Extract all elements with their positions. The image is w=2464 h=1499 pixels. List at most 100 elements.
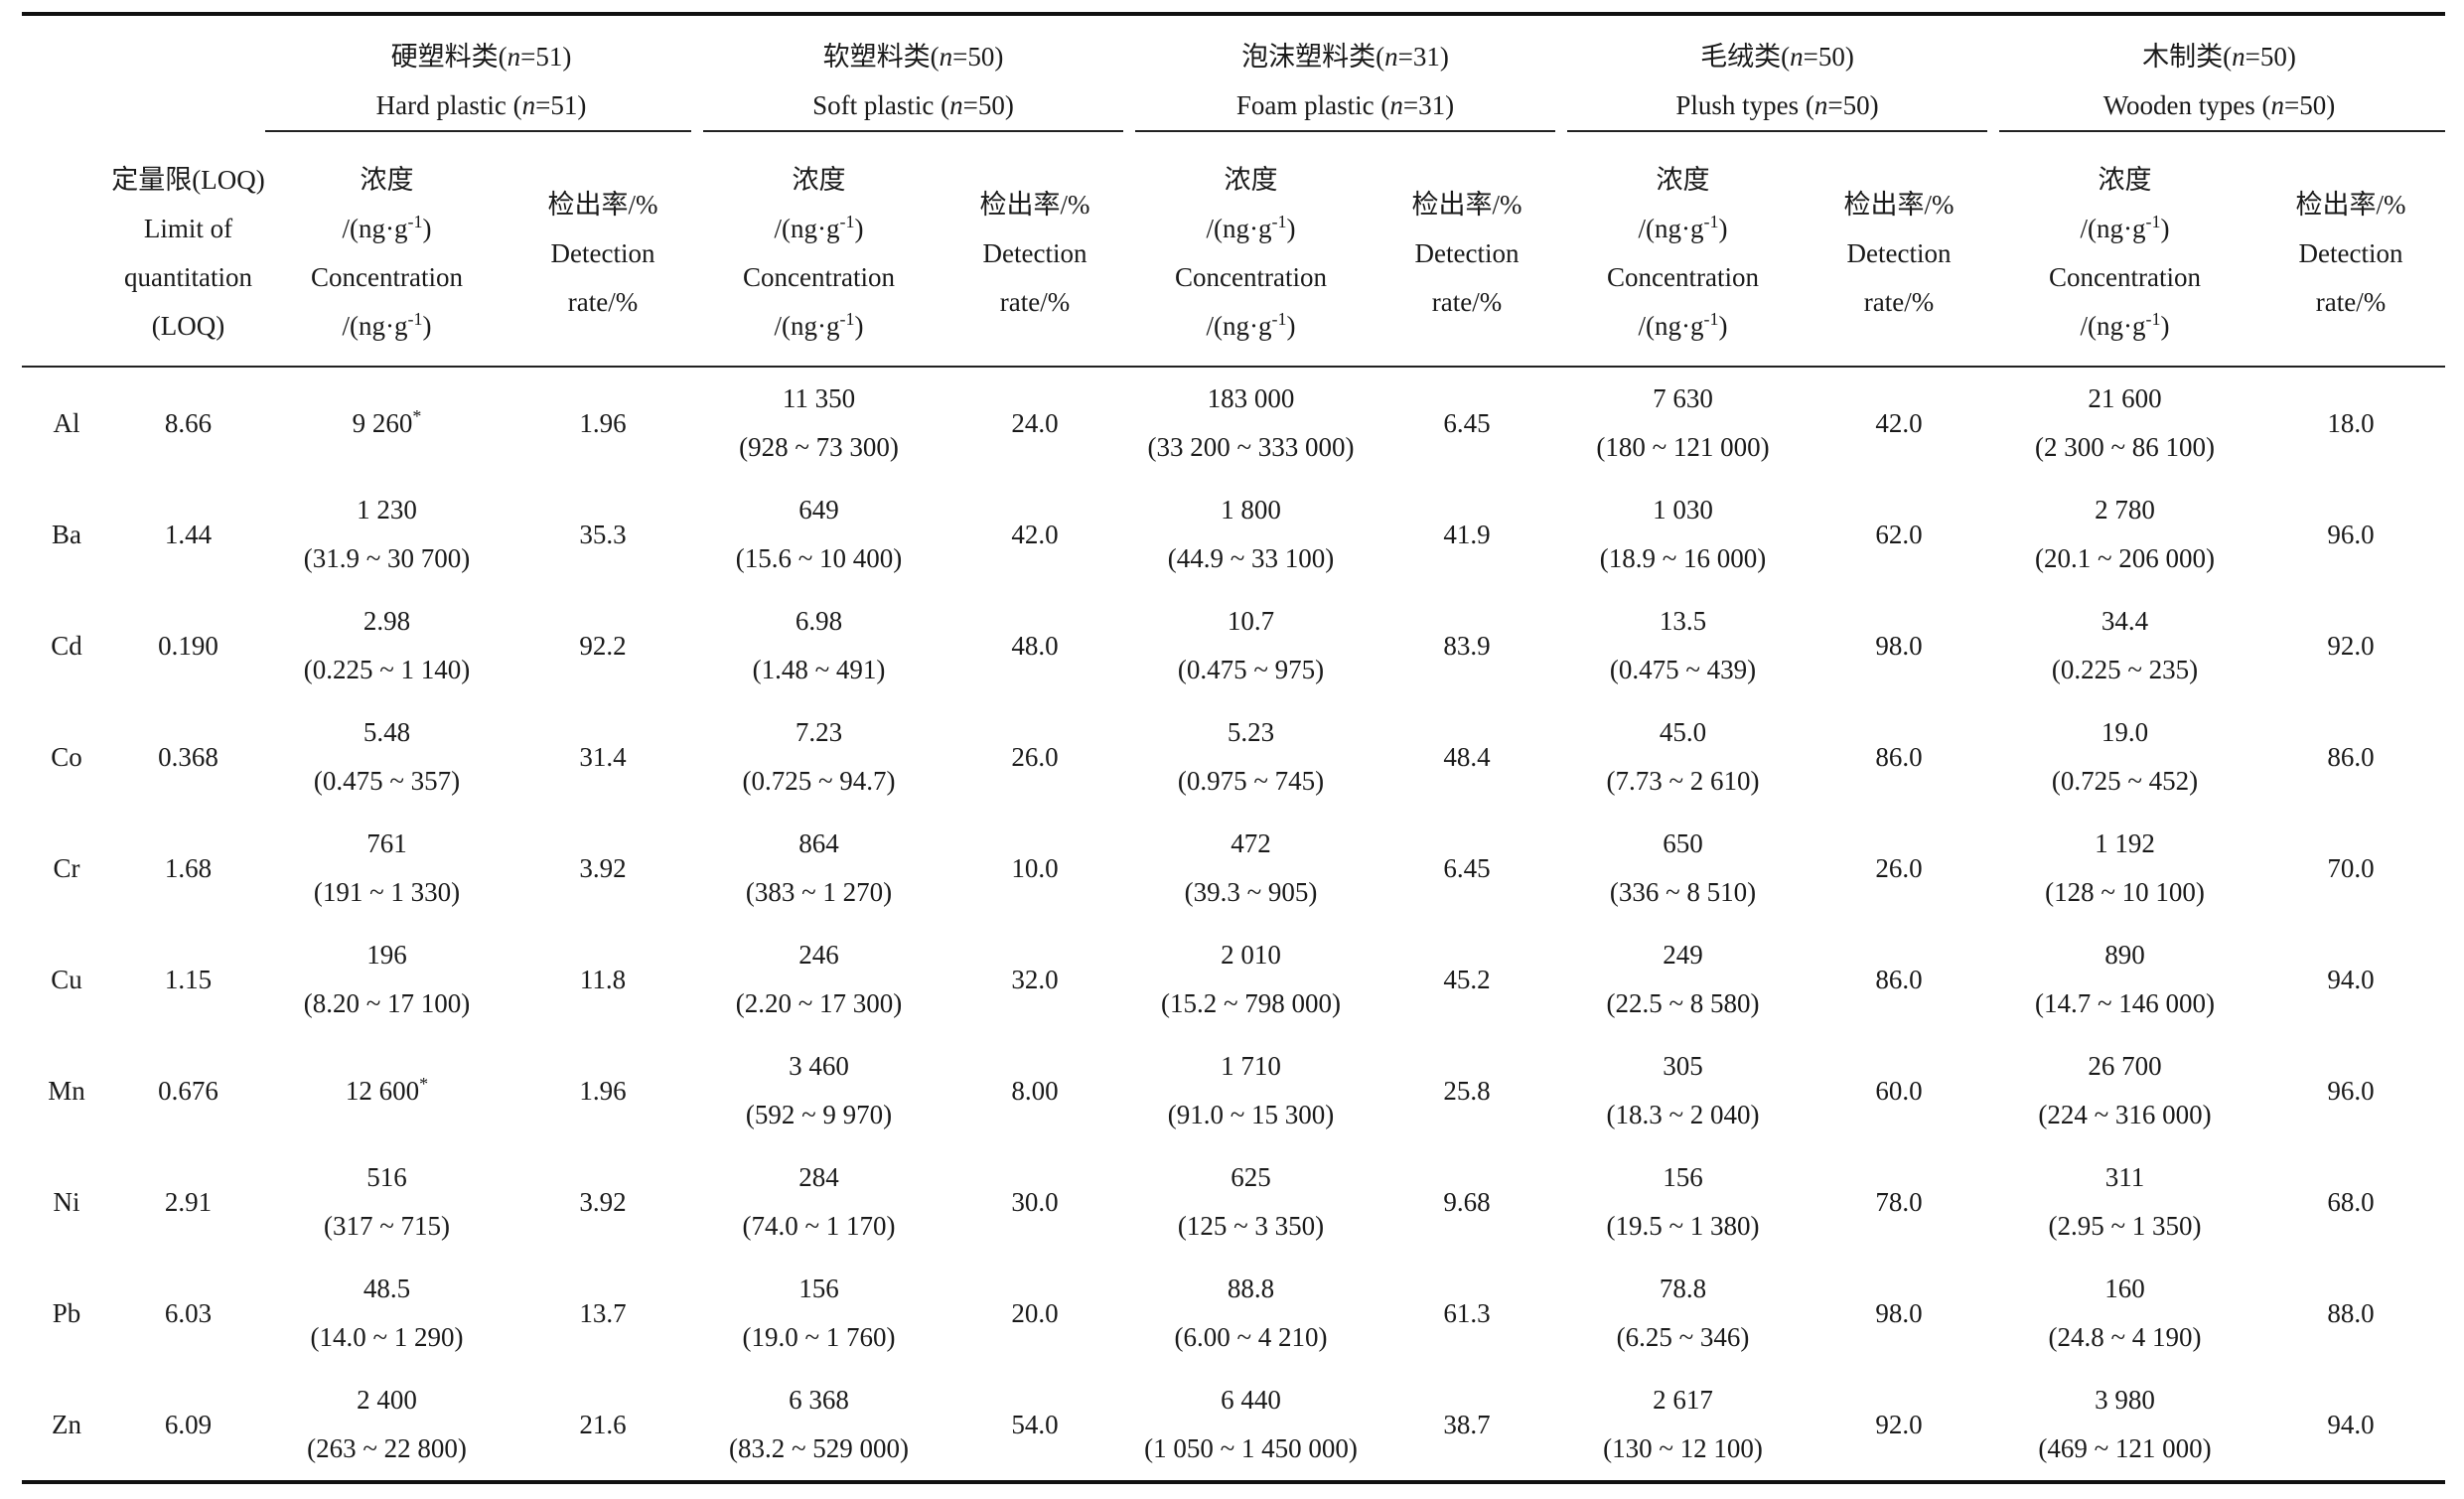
element-cell: Cr (53, 852, 80, 883)
concentration-cell: 5.48 (0.475 ~ 357) (313, 717, 461, 796)
concentration-cell: 246 (2.20 ~ 17 300) (735, 940, 903, 1018)
detection-rate-cell: 92.0 (1875, 1409, 1923, 1439)
concentration-cell: 183 000 (33 200 ~ 333 000) (1147, 383, 1355, 462)
element-cell: Ni (53, 1186, 80, 1217)
detection-rate-cell: 1.96 (579, 407, 627, 438)
concentration-cell: 516 (317 ~ 715) (323, 1162, 451, 1241)
concentration-header: 浓度/(ng·g-1) Concentration/(ng·g-1) (1561, 141, 1805, 368)
concentration-cell: 88.8 (6.00 ~ 4 210) (1174, 1274, 1328, 1352)
concentration-header: 浓度/(ng·g-1) Concentration/(ng·g-1) (265, 141, 508, 368)
concentration-cell: 7.23 (0.725 ~ 94.7) (742, 717, 896, 796)
detection-rate-cell: 92.2 (579, 630, 627, 661)
detection-rate-cell: 26.0 (1875, 852, 1923, 883)
detection-rate-cell: 9.68 (1443, 1186, 1491, 1217)
table-row: Zn 6.09 2 400 (263 ~ 22 800) 21.6 6 368 (83.2 … (22, 1369, 2445, 1482)
concentration-cell: 196 (8.20 ~ 17 100) (303, 940, 471, 1018)
detection-rate-cell: 8.00 (1011, 1075, 1059, 1106)
concentration-cell: 2 400 (263 ~ 22 800) (307, 1385, 467, 1463)
table-row: Ni 2.91 516 (317 ~ 715) 3.92 284 (74.0 ~ 1 170… (22, 1146, 2445, 1258)
detection-rate-cell: 94.0 (2327, 1409, 2375, 1439)
concentration-cell: 48.5 (14.0 ~ 1 290) (310, 1274, 464, 1352)
detection-rate-cell: 13.7 (579, 1297, 627, 1328)
element-cell: Cd (51, 630, 82, 661)
detection-rate-cell: 31.4 (579, 741, 627, 772)
concentration-cell: 34.4 (0.225 ~ 235) (2051, 606, 2199, 684)
detection-rate-cell: 68.0 (2327, 1186, 2375, 1217)
detection-rate-header: 检出率/% Detection rate/% (1805, 141, 1993, 368)
element-cell: Ba (52, 519, 81, 549)
group-header-hard-plastic: 硬塑料类(n=51) Hard plastic (n=51) (265, 14, 697, 141)
table-row: Al 8.66 9 260* 1.96 11 350 (928 ~ 73 300) 24.0… (22, 367, 2445, 479)
sub-header-row: 定量限(LOQ) Limit of quantitation (LOQ) 浓度 /… (22, 141, 2445, 368)
loq-header: 定量限(LOQ) Limit of quantitation (LOQ) (111, 141, 265, 368)
element-cell: Pb (52, 1297, 81, 1328)
concentration-cell: 11 350 (928 ~ 73 300) (739, 383, 899, 462)
concentration-cell: 650 (336 ~ 8 510) (1609, 828, 1757, 907)
concentration-cell: 1 710 (91.0 ~ 15 300) (1167, 1051, 1335, 1129)
detection-rate-cell: 94.0 (2327, 964, 2375, 994)
concentration-cell: 26 700 (224 ~ 316 000) (2038, 1051, 2212, 1129)
detection-rate-cell: 60.0 (1875, 1075, 1923, 1106)
table-body: Al 8.66 9 260* 1.96 11 350 (928 ~ 73 300) 24.0… (22, 367, 2445, 1482)
element-cell: Al (53, 407, 80, 438)
detection-rate-cell: 42.0 (1011, 519, 1059, 549)
concentration-cell: 9 260* (352, 405, 422, 438)
concentration-cell: 6 368 (83.2 ~ 529 000) (728, 1385, 910, 1463)
loq-cell: 0.368 (158, 741, 218, 772)
detection-rate-cell: 24.0 (1011, 407, 1059, 438)
group-header-wooden: 木制类(n=50) Wooden types (n=50) (1993, 14, 2445, 141)
group-header-foam-plastic: 泡沫塑料类(n=31) Foam plastic (n=31) (1129, 14, 1561, 141)
loq-cell: 1.44 (164, 519, 213, 549)
detection-rate-cell: 92.0 (2327, 630, 2375, 661)
detection-rate-cell: 41.9 (1443, 519, 1491, 549)
concentration-cell: 78.8 (6.25 ~ 346) (1616, 1274, 1750, 1352)
concentration-cell: 249 (22.5 ~ 8 580) (1606, 940, 1760, 1018)
concentration-cell: 311 (2.95 ~ 1 350) (2048, 1162, 2202, 1241)
loq-cell: 1.15 (164, 964, 213, 994)
element-header (22, 141, 111, 368)
table-row: Mn 0.676 12 600* 1.96 3 460 (592 ~ 9 970) 8.00… (22, 1035, 2445, 1146)
concentration-header: 浓度/(ng·g-1) Concentration/(ng·g-1) (1993, 141, 2256, 368)
concentration-cell: 160 (24.8 ~ 4 190) (2048, 1274, 2202, 1352)
detection-rate-header: 检出率/% Detection rate/% (2256, 141, 2445, 368)
detection-rate-cell: 61.3 (1443, 1297, 1491, 1328)
concentration-cell: 156 (19.5 ~ 1 380) (1606, 1162, 1760, 1241)
detection-rate-cell: 96.0 (2327, 519, 2375, 549)
concentration-header: 浓度/(ng·g-1) Concentration/(ng·g-1) (1129, 141, 1373, 368)
concentration-cell: 1 192 (128 ~ 10 100) (2045, 828, 2205, 907)
detection-rate-cell: 6.45 (1443, 407, 1491, 438)
concentration-cell: 10.7 (0.475 ~ 975) (1177, 606, 1325, 684)
detection-rate-cell: 45.2 (1443, 964, 1491, 994)
detection-rate-cell: 70.0 (2327, 852, 2375, 883)
table-row: Cu 1.15 196 (8.20 ~ 17 100) 11.8 246 (2.20 ~ 1… (22, 924, 2445, 1035)
loq-cell: 2.91 (164, 1186, 213, 1217)
concentration-cell: 2 780 (20.1 ~ 206 000) (2034, 495, 2216, 573)
detection-rate-cell: 54.0 (1011, 1409, 1059, 1439)
concentration-cell: 5.23 (0.975 ~ 745) (1177, 717, 1325, 796)
detection-rate-cell: 78.0 (1875, 1186, 1923, 1217)
detection-rate-header: 检出率/% Detection rate/% (508, 141, 697, 368)
detection-rate-header: 检出率/% Detection rate/% (1373, 141, 1561, 368)
concentration-cell: 45.0 (7.73 ~ 2 610) (1606, 717, 1760, 796)
concentration-cell: 6.98 (1.48 ~ 491) (752, 606, 886, 684)
table-row: Ba 1.44 1 230 (31.9 ~ 30 700) 35.3 649 (15.6 ~… (22, 479, 2445, 590)
concentration-cell: 19.0 (0.725 ~ 452) (2051, 717, 2199, 796)
detection-rate-cell: 18.0 (2327, 407, 2375, 438)
element-cell: Mn (48, 1075, 85, 1106)
element-cell: Zn (52, 1409, 81, 1439)
concentration-cell: 305 (18.3 ~ 2 040) (1606, 1051, 1760, 1129)
detection-rate-cell: 86.0 (1875, 964, 1923, 994)
detection-rate-cell: 42.0 (1875, 407, 1923, 438)
results-table: 硬塑料类(n=51) Hard plastic (n=51) 软塑料类(n=50… (22, 12, 2445, 1484)
detection-rate-cell: 6.45 (1443, 852, 1491, 883)
table-row: Co 0.368 5.48 (0.475 ~ 357) 31.4 7.23 (0.725 ~… (22, 701, 2445, 813)
element-cell: Cu (51, 964, 82, 994)
detection-rate-cell: 30.0 (1011, 1186, 1059, 1217)
group-header-soft-plastic: 软塑料类(n=50) Soft plastic (n=50) (697, 14, 1129, 141)
concentration-cell: 761 (191 ~ 1 330) (313, 828, 461, 907)
detection-rate-cell: 11.8 (579, 964, 627, 994)
loq-cell: 6.03 (164, 1297, 213, 1328)
detection-rate-cell: 20.0 (1011, 1297, 1059, 1328)
concentration-cell: 625 (125 ~ 3 350) (1177, 1162, 1325, 1241)
loq-header-spacer (111, 14, 265, 141)
